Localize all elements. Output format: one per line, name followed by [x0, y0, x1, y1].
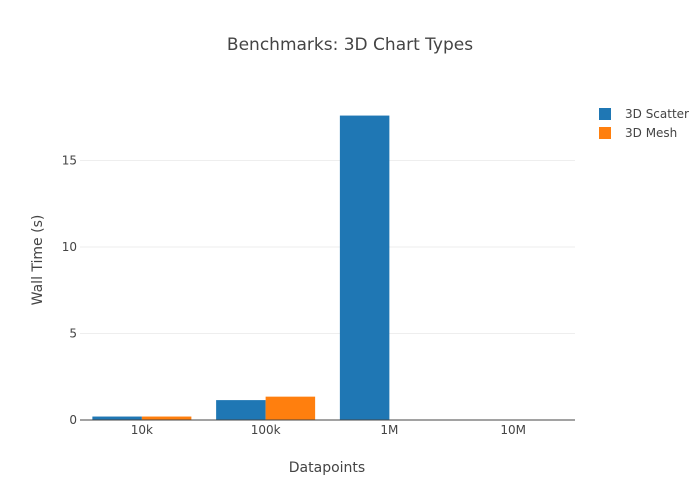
bar-3d-mesh-10k[interactable]: [141, 416, 192, 420]
bar-3d-mesh-100k[interactable]: [265, 396, 316, 420]
legend-swatch: [599, 127, 611, 139]
y-axis-title: Wall Time (s): [30, 215, 46, 306]
y-tick-label: 15: [62, 154, 77, 168]
y-tick-label: 5: [69, 327, 77, 341]
legend[interactable]: 3D Scatter 3D Mesh: [599, 107, 689, 140]
y-tick-label: 10: [62, 240, 77, 254]
legend-label: 3D Scatter: [625, 107, 689, 121]
bar-3d-scatter-1m[interactable]: [339, 115, 390, 420]
legend-swatch: [599, 108, 611, 120]
y-tick-label: 0: [69, 413, 77, 427]
x-tick-label: 100k: [251, 423, 281, 437]
bars: [92, 115, 390, 420]
bar-3d-scatter-100k[interactable]: [216, 400, 266, 420]
x-tick-label: 10M: [500, 423, 526, 437]
legend-item-3d-mesh[interactable]: 3D Mesh: [599, 126, 677, 140]
bar-3d-scatter-10k[interactable]: [92, 416, 142, 420]
x-tick-label: 1M: [380, 423, 398, 437]
chart-title: Benchmarks: 3D Chart Types: [227, 35, 473, 55]
legend-label: 3D Mesh: [625, 126, 677, 140]
x-tick-label: 10k: [131, 423, 153, 437]
gridlines: [80, 160, 575, 335]
x-axis-title: Datapoints: [289, 460, 365, 476]
legend-item-3d-scatter[interactable]: 3D Scatter: [599, 107, 689, 121]
axes: 0 5 10 15 10k 100k 1M 10M: [62, 154, 575, 437]
